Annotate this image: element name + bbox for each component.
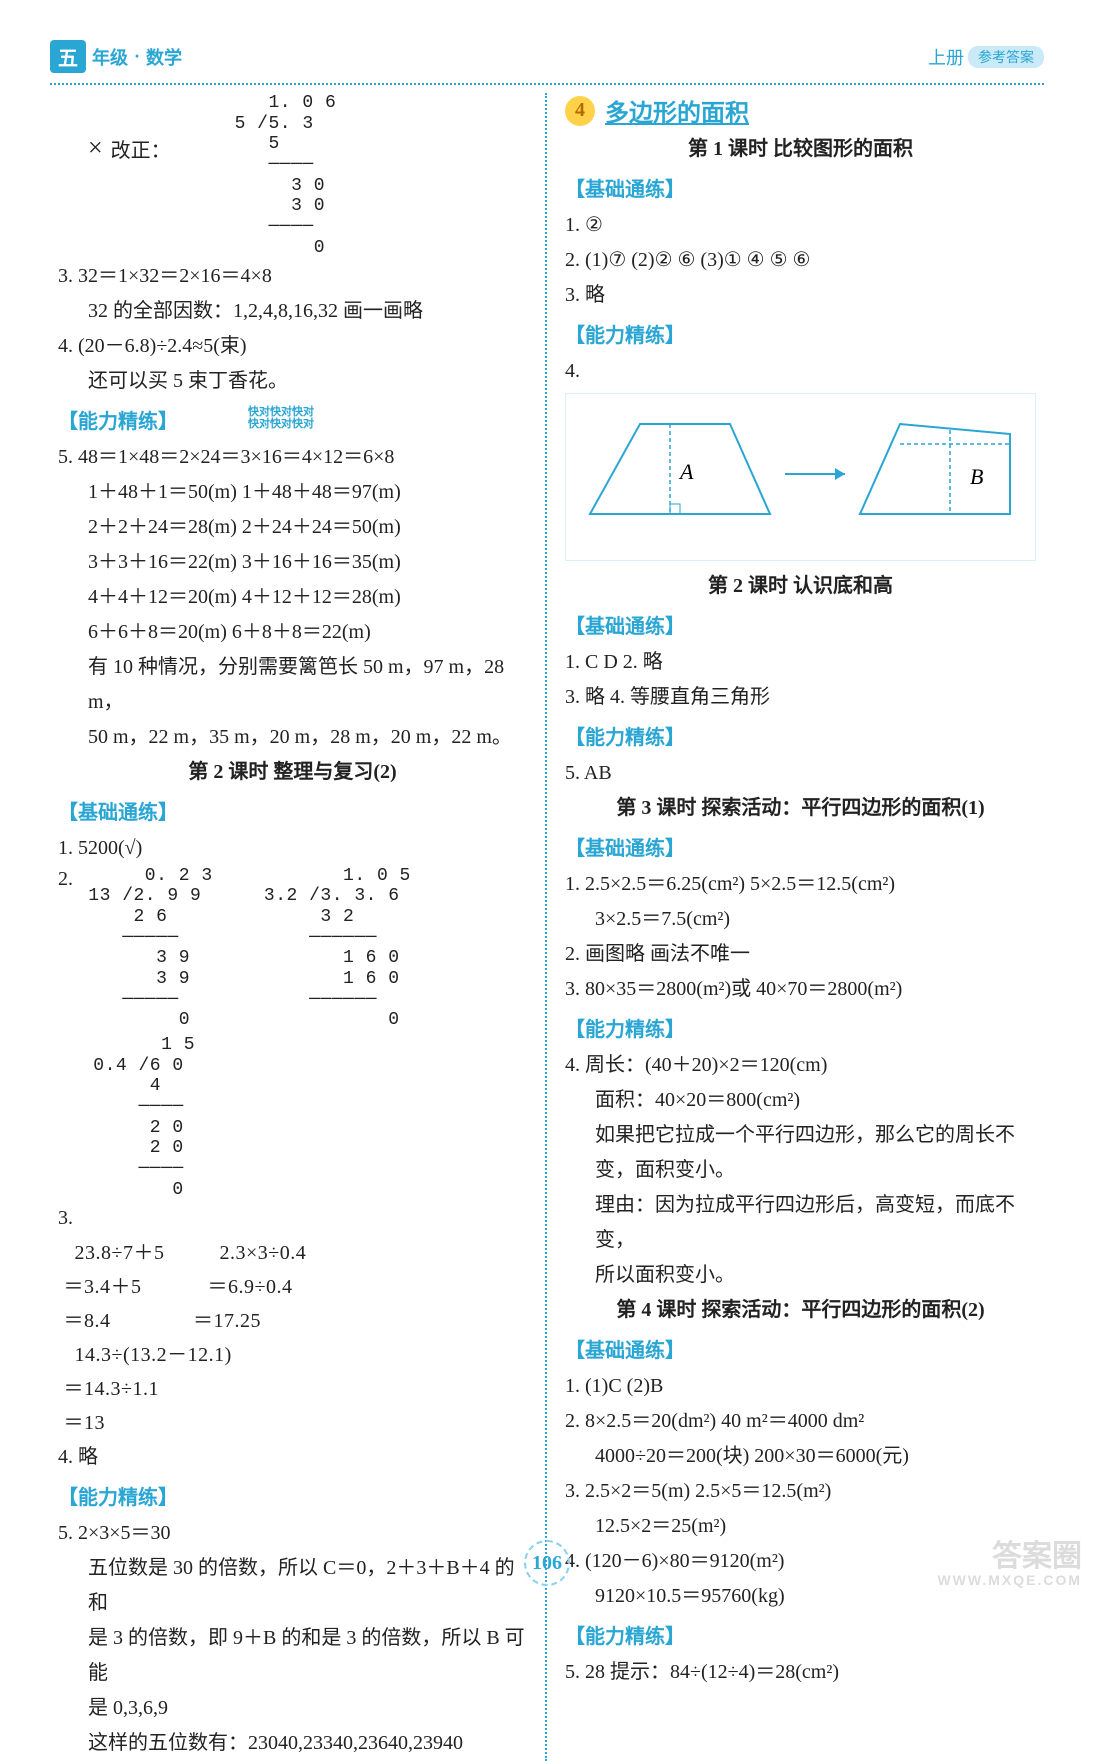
r-l4-basic: 【基础通练】 <box>565 1334 1036 1369</box>
r-l3-q4b: 面积：40×20＝800(cm²) <box>565 1083 1036 1118</box>
watermark-big: 答案圈 <box>992 1540 1082 1573</box>
q3c-label: 3. <box>58 1201 527 1236</box>
diagram-svg: A B <box>570 404 1030 544</box>
q5c-r1: 是 3 的倍数，即 9＋B 的和是 3 的倍数，所以 B 可能 <box>58 1621 527 1691</box>
q3c-body: 23.8÷7＋5 2.3×3÷0.4 ＝3.4＋5 ＝6.9÷0.4 ＝8.4 … <box>58 1236 527 1440</box>
r-l3-q4d: 变，面积变小。 <box>565 1153 1036 1188</box>
r-lesson2: 第 2 课时 认识底和高 <box>565 569 1036 604</box>
content-columns: × 改正： 1. 0 6 5 /5. 3 5 ──── 3 0 3 0 ────… <box>50 93 1044 1761</box>
q5c-r2: 是 0,3,6,9 <box>58 1691 527 1726</box>
r-l3-q1a: 1. 2.5×2.5＝6.25(cm²) 5×2.5＝12.5(cm²) <box>565 867 1036 902</box>
q5c-head: 5. 2×3×5＝30 <box>58 1516 527 1551</box>
q5-head: 5. 48＝1×48＝2×24＝3×16＝4×12＝6×8 <box>58 440 527 475</box>
wrong-mark: × <box>88 133 103 163</box>
r-sec-ability-1: 【能力精练】 <box>565 319 1036 354</box>
header-left: 五 年级 · 数学 <box>50 40 182 73</box>
grade-badge: 五 <box>50 40 86 73</box>
page-number: 106 <box>524 1540 570 1586</box>
lesson-2-title: 第 2 课时 整理与复习(2) <box>58 755 527 790</box>
r-sec-basic-1: 【基础通练】 <box>565 173 1036 208</box>
q5-r4: 6＋6＋8＝20(m) 6＋8＋8＝22(m) <box>58 615 527 650</box>
r-l3-q4a: 4. 周长：(40＋20)×2＝120(cm) <box>565 1048 1036 1083</box>
lq1: 1. 5200(√) <box>58 831 527 866</box>
r-l4-q2a: 2. 8×2.5＝20(dm²) 40 m²＝4000 dm² <box>565 1404 1036 1439</box>
section-basic-1: 【基础通练】 <box>58 796 527 831</box>
dot: · <box>134 46 140 67</box>
long-division-1: 1. 0 6 5 /5. 3 5 ──── 3 0 3 0 ──── 0 <box>201 93 337 259</box>
q5-tail1: 有 10 种情况，分别需要篱笆长 50 m，97 m，28 m， <box>58 650 527 720</box>
chapter-number-badge: 4 <box>565 96 595 126</box>
right-column: 4 多边形的面积 第 1 课时 比较图形的面积 【基础通练】 1. ② 2. (… <box>547 93 1044 1761</box>
subject: 数学 <box>146 44 182 70</box>
r-l2-ability: 【能力精练】 <box>565 721 1036 756</box>
q4-line-b: 还可以买 5 束丁香花。 <box>58 364 527 399</box>
r-l4-q1: 1. (1)C (2)B <box>565 1369 1036 1404</box>
r-l2-basic: 【基础通练】 <box>565 610 1036 645</box>
header-right: 上册 参考答案 <box>928 44 1044 70</box>
q2-block: 2. 0. 2 3 13 /2. 9 9 2 6 ───── 3 9 3 9 ─… <box>58 866 527 1032</box>
ability-title: 【能力精练】 <box>58 411 178 433</box>
r-l4-q3a: 3. 2.5×2＝5(m) 2.5×5＝12.5(m²) <box>565 1474 1036 1509</box>
r-l3-q4e: 理由：因为拉成平行四边形后，高变短，而底不变， <box>565 1188 1036 1258</box>
watermark: 答案圈 WWW.MXQE.COM <box>937 1540 1082 1588</box>
r-l4-ability: 【能力精练】 <box>565 1620 1036 1655</box>
r-l3-basic: 【基础通练】 <box>565 832 1036 867</box>
q2-label: 2. <box>58 866 73 891</box>
r-l3-q4f: 所以面积变小。 <box>565 1258 1036 1293</box>
r-lesson1: 第 1 课时 比较图形的面积 <box>565 132 1036 167</box>
r-l3-q2: 2. 画图略 画法不唯一 <box>565 937 1036 972</box>
r-q3: 3. 略 <box>565 278 1036 313</box>
answer-pill: 参考答案 <box>968 46 1044 68</box>
q3-line-a: 3. 32＝1×32＝2×16＝4×8 <box>58 259 527 294</box>
r-l4-q2b: 4000÷20＝200(块) 200×30＝6000(元) <box>565 1439 1036 1474</box>
top-division-block: × 改正： 1. 0 6 5 /5. 3 5 ──── 3 0 3 0 ────… <box>58 93 527 259</box>
q5c-r0: 五位数是 30 的倍数，所以 C＝0，2＋3＋B＋4 的和 <box>58 1551 527 1621</box>
grade-text: 年级 <box>92 44 128 70</box>
header-rule <box>50 83 1044 85</box>
q5-r0: 1＋48＋1＝50(m) 1＋48＋48＝97(m) <box>58 475 527 510</box>
section-ability-1: 【能力精练】 快对快对快对 快对快对快对 <box>58 405 527 440</box>
left-column: × 改正： 1. 0 6 5 /5. 3 5 ──── 3 0 3 0 ────… <box>50 93 547 1761</box>
correct-label: 改正： <box>111 134 171 163</box>
r-l3-q4c: 如果把它拉成一个平行四边形，那么它的周长不 <box>565 1118 1036 1153</box>
q5-r1: 2＋2＋24＝28(m) 2＋24＋24＝50(m) <box>58 510 527 545</box>
trapezoid-diagram: A B <box>565 393 1036 561</box>
page-number-value: 106 <box>524 1540 570 1586</box>
diagram-label-a: A <box>678 459 694 484</box>
r-l2-q5: 5. AB <box>565 756 1036 791</box>
chapter-title: 多边形的面积 <box>605 93 749 128</box>
long-division-2a: 0. 2 3 13 /2. 9 9 2 6 ───── 3 9 3 9 ────… <box>77 866 213 1032</box>
q5-tail2: 50 m，22 m，35 m，20 m，28 m，20 m，22 m。 <box>58 720 527 755</box>
r-l2-q3: 3. 略 4. 等腰直角三角形 <box>565 680 1036 715</box>
q4c: 4. 略 <box>58 1440 527 1475</box>
q5-r3: 4＋4＋12＝20(m) 4＋12＋12＝28(m) <box>58 580 527 615</box>
diagram-label-b: B <box>970 464 983 489</box>
page-header: 五 年级 · 数学 上册 参考答案 <box>50 40 1044 73</box>
r-l3-q3: 3. 80×35＝2800(m²)或 40×70＝2800(m²) <box>565 972 1036 1007</box>
tiny-annotation-2: 快对快对快对 <box>248 415 314 434</box>
watermark-small: WWW.MXQE.COM <box>937 1573 1082 1588</box>
q5-r2: 3＋3＋16＝22(m) 3＋16＋16＝35(m) <box>58 545 527 580</box>
q3-line-b: 32 的全部因数：1,2,4,8,16,32 画一画略 <box>58 294 527 329</box>
r-l2-q1: 1. C D 2. 略 <box>565 645 1036 680</box>
r-q2: 2. (1)⑦ (2)② ⑥ (3)① ④ ⑤ ⑥ <box>565 243 1036 278</box>
r-l3-q1b: 3×2.5＝7.5(cm²) <box>565 902 1036 937</box>
long-division-2b: 1. 0 5 3.2 /3. 3. 6 3 2 ────── 1 6 0 1 6… <box>253 866 411 1032</box>
q4-line-a: 4. (20－6.8)÷2.4≈5(束) <box>58 329 527 364</box>
chapter-heading: 4 多边形的面积 <box>565 93 1036 128</box>
r-l3-ability: 【能力精练】 <box>565 1013 1036 1048</box>
r-lesson4: 第 4 课时 探索活动：平行四边形的面积(2) <box>565 1293 1036 1328</box>
section-ability-2: 【能力精练】 <box>58 1481 527 1516</box>
r-q1: 1. ② <box>565 208 1036 243</box>
r-l4-q5: 5. 28 提示：84÷(12÷4)＝28(cm²) <box>565 1655 1036 1690</box>
volume: 上册 <box>928 44 964 70</box>
r-lesson3: 第 3 课时 探索活动：平行四边形的面积(1) <box>565 791 1036 826</box>
r-q4: 4. <box>565 354 1036 389</box>
q3b-text: 32 的全部因数：1,2,4,8,16,32 画一画略 <box>88 300 423 322</box>
q5c-r3: 这样的五位数有：23040,23340,23640,23940 <box>58 1726 527 1761</box>
long-division-2c: 1 5 0.4 /6 0 4 ──── 2 0 2 0 ──── 0 <box>58 1035 527 1201</box>
